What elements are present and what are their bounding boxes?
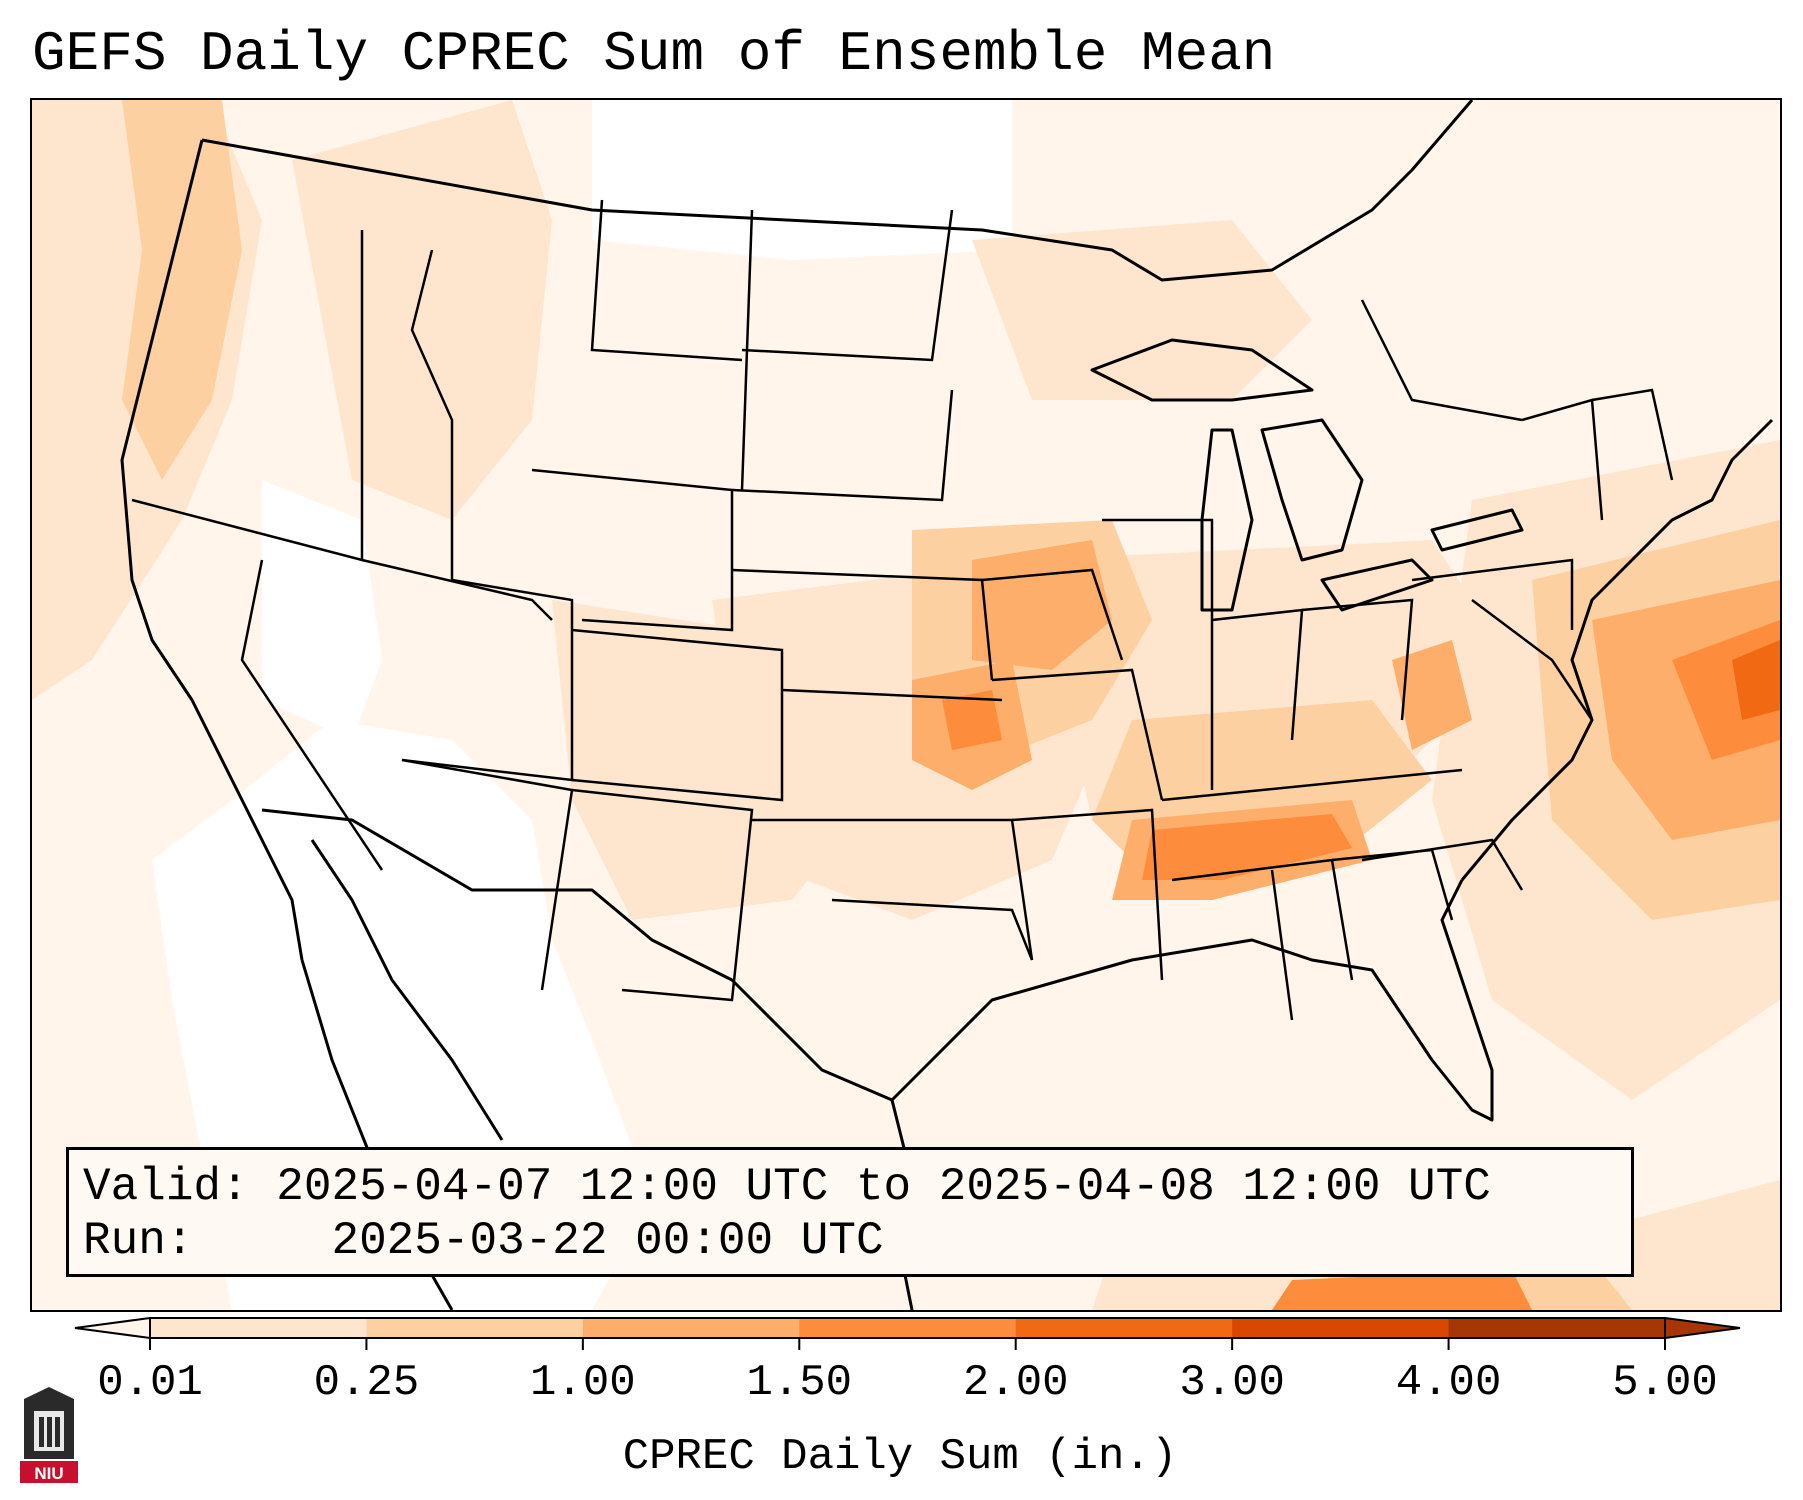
us-canada-border [201,100,1474,282]
colorbar-segment [150,1318,367,1338]
logo-text: NIU [34,1464,63,1483]
colorbar-tick-label: 1.00 [530,1358,636,1408]
colorbar-segments [149,1317,1666,1339]
valid-value: 2025-04-07 12:00 UTC to 2025-04-08 12:00… [276,1161,1491,1213]
colorbar-segment [1448,1318,1666,1338]
run-row: Run: 2025-03-22 00:00 UTC [83,1214,1617,1268]
precip-map [32,100,1780,1310]
lake-erie [1320,558,1434,612]
valid-run-info-box: Valid: 2025-04-07 12:00 UTC to 2025-04-0… [66,1147,1634,1277]
colorbar-tick-label: 3.00 [1179,1358,1285,1408]
colorbar-segment [1015,1318,1233,1338]
lake-ontario [1430,508,1524,552]
dry-area-canada-plains [592,100,1012,260]
colorbar-ticks: 0.01 0.25 1.00 1.50 2.00 3.00 4.00 5.00 [97,1338,1718,1408]
west-coast [120,139,304,961]
valid-label: Valid: [83,1161,249,1213]
map-panel [30,98,1782,1312]
lake-huron [1260,418,1364,562]
gulf-of-california [310,839,504,1141]
colorbar-tick-label: 4.00 [1396,1358,1502,1408]
run-value: 2025-03-22 00:00 UTC [331,1215,884,1267]
dry-area-great-basin [262,480,382,740]
colorbar-extend-low [74,1316,151,1340]
logo-band [20,1461,78,1483]
colorbar-label: CPREC Daily Sum (in.) [623,1432,1178,1482]
run-label: Run: [83,1215,194,1267]
gulf-coast [890,879,1494,1122]
east-coast [1460,418,1774,881]
colorbar-tick-label: 0.25 [314,1358,420,1408]
colorbar-tick-label: 0.01 [97,1358,203,1408]
colorbar-segment [366,1318,584,1338]
precip-max-zone [1732,640,1780,720]
colorbar-segment [799,1318,1017,1338]
niu-logo: NIU [20,1387,78,1483]
colorbar-tick-label: 1.50 [746,1358,852,1408]
us-mexico-border [261,808,893,1102]
colorbar-segment [582,1318,800,1338]
map-title: GEFS Daily CPREC Sum of Ensemble Mean [32,22,1276,86]
colorbar: 0.01 0.25 1.00 1.50 2.00 3.00 4.00 5.00 CPREC D… [74,1316,1741,1482]
lake-superior [1090,338,1314,402]
state-boundaries [131,199,1674,1021]
colorbar-tick-label: 2.00 [963,1358,1069,1408]
colorbar-segment [1232,1318,1450,1338]
valid-row: Valid: 2025-04-07 12:00 UTC to 2025-04-0… [83,1160,1617,1214]
colorbar-tick-label: 5.00 [1612,1358,1718,1408]
colorbar-extend-high [1664,1316,1741,1340]
